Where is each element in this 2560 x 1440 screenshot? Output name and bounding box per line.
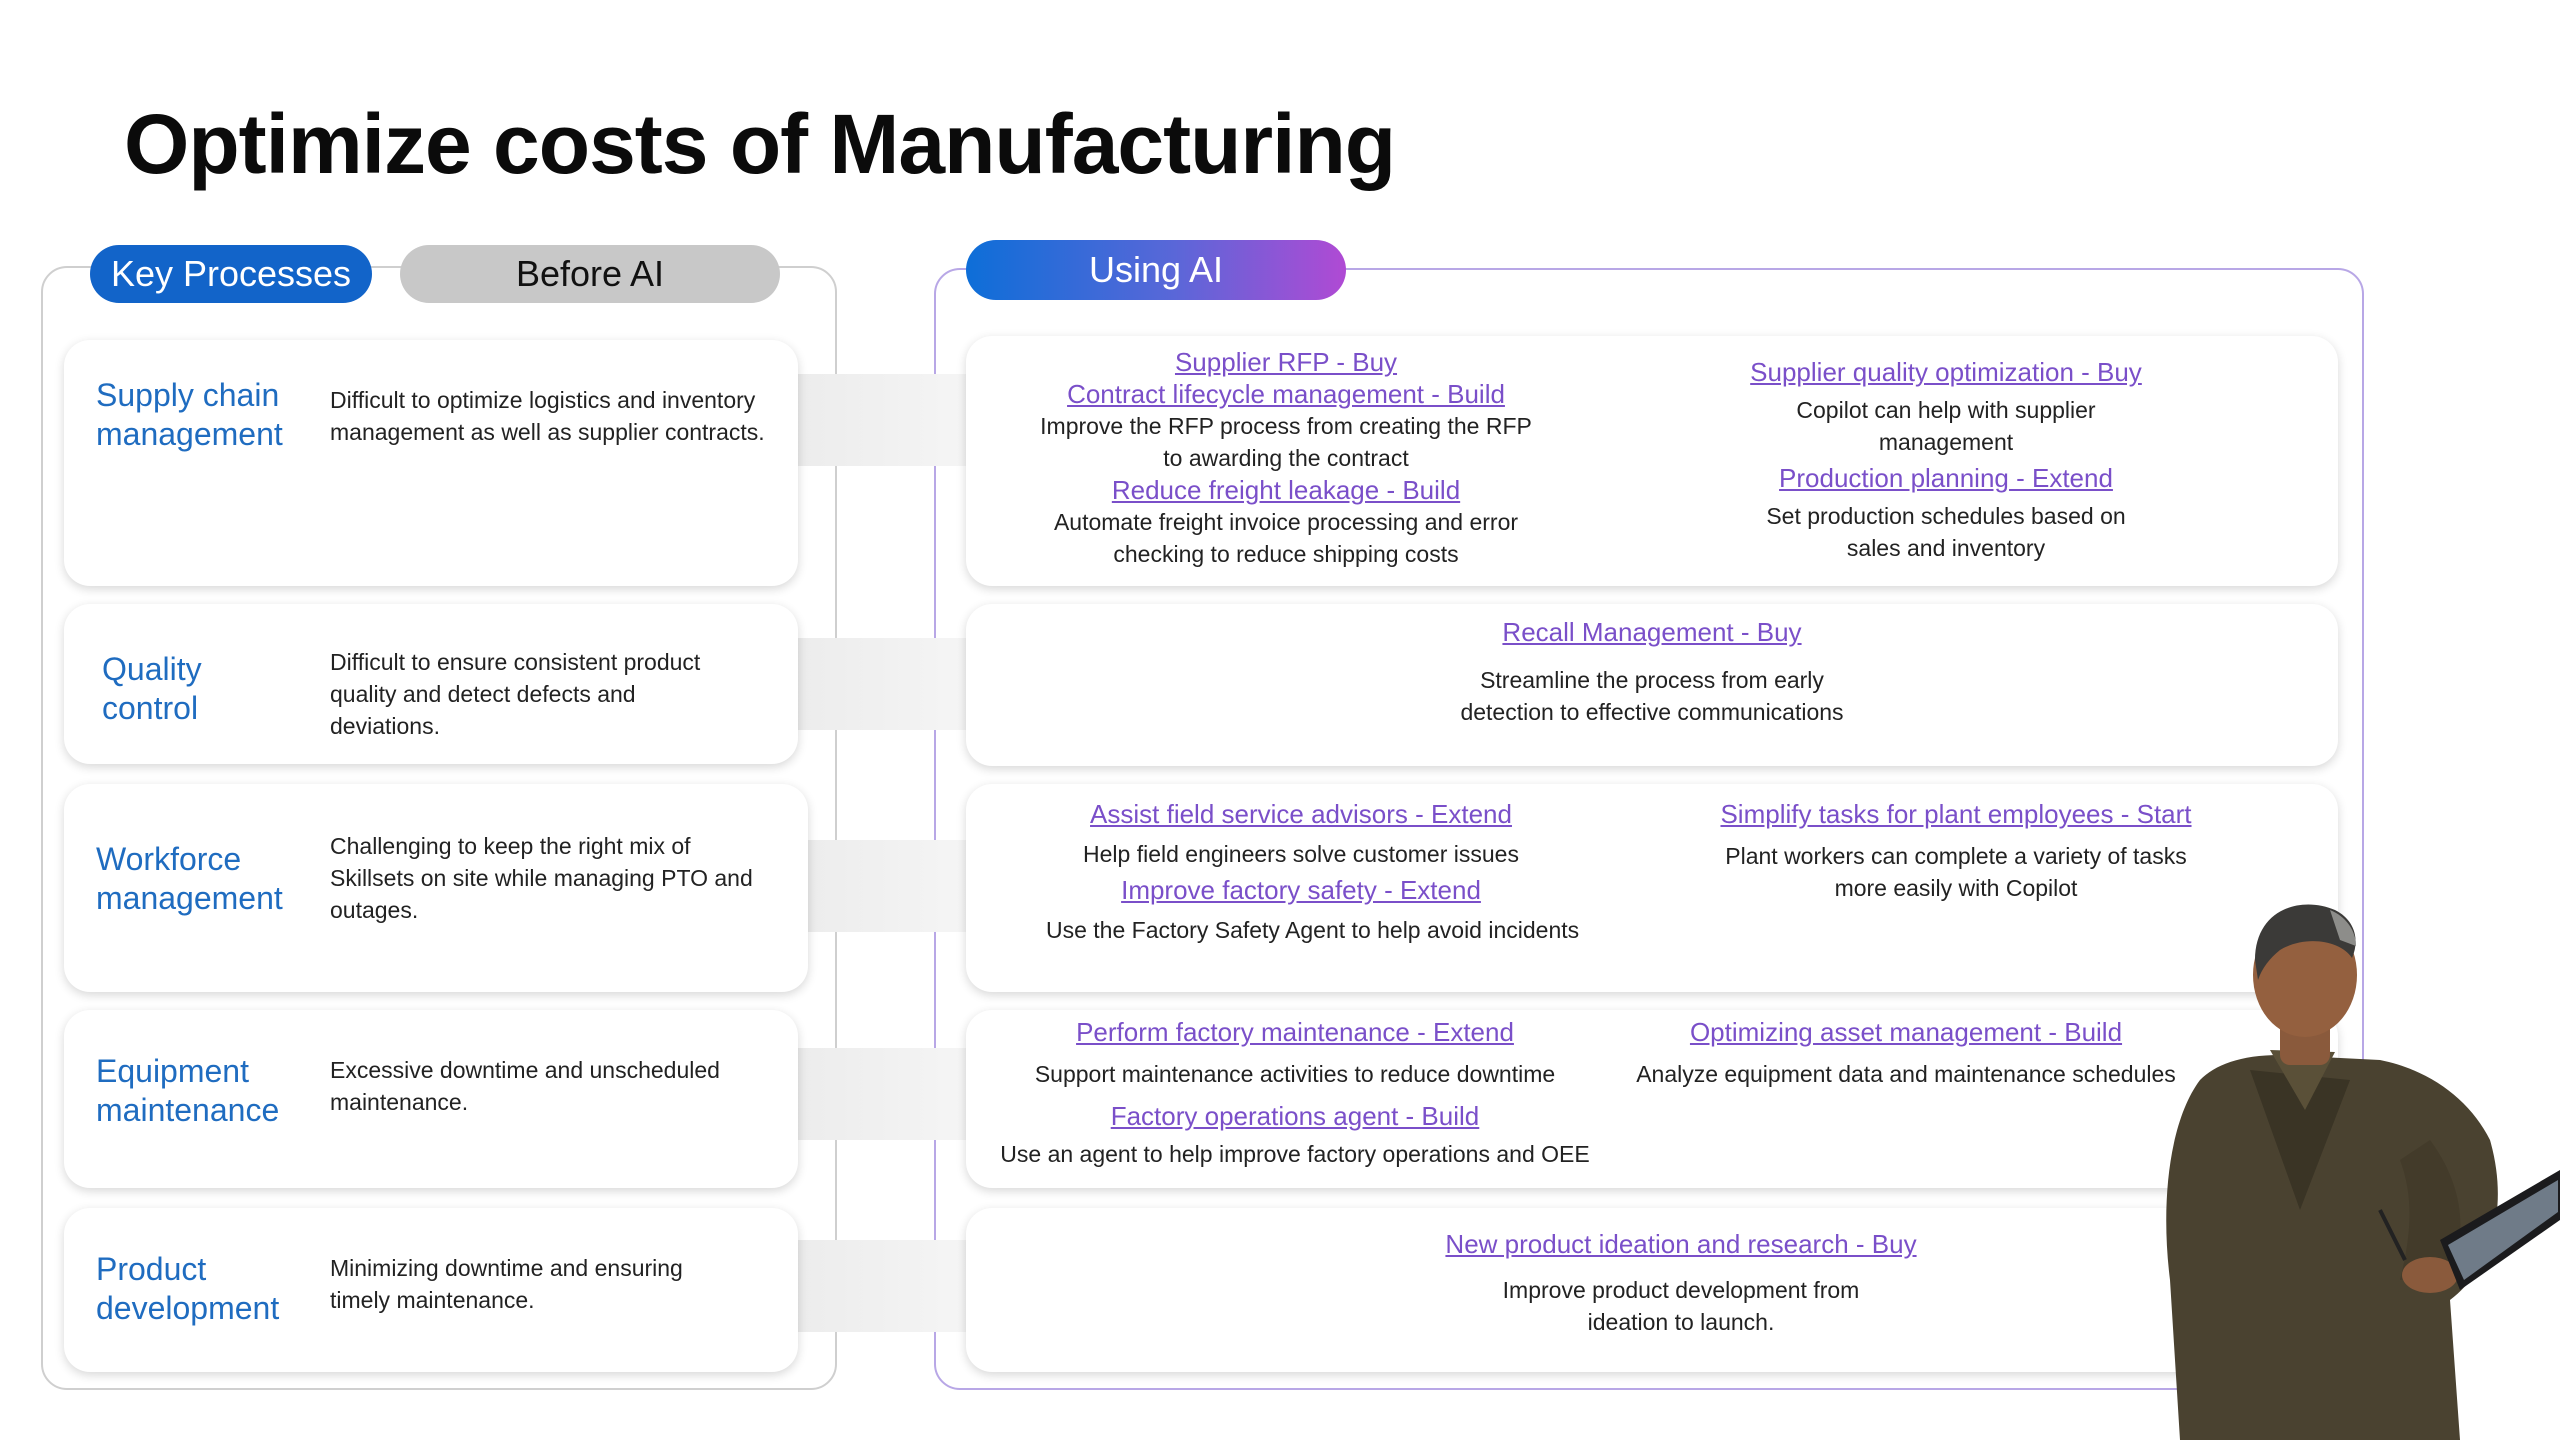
before-ai-header: Before AI xyxy=(400,245,780,303)
link-supplier-rfp[interactable]: Supplier RFP - Buy xyxy=(1174,347,1398,377)
ai-card-quality-control: Recall Management - Buy Streamline the p… xyxy=(966,604,2338,766)
ai-left-column: Assist field service advisors - Extend H… xyxy=(1046,799,1580,943)
ai-card-supply-chain: Supplier RFP - Buy Contract lifecycle ma… xyxy=(966,336,2338,586)
row-connector xyxy=(797,1048,967,1140)
process-card-workforce-management: Workforce management Challenging to keep… xyxy=(64,784,808,992)
link-reduce-freight-leakage[interactable]: Reduce freight leakage - Build xyxy=(1111,475,1461,505)
process-description: Difficult to ensure consistent product q… xyxy=(330,649,701,739)
ai-left-column: Perform factory maintenance - Extend Sup… xyxy=(990,1016,1600,1170)
worker-with-tablet-photo xyxy=(2166,904,2560,1440)
using-ai-header: Using AI xyxy=(966,240,1346,300)
key-processes-header: Key Processes xyxy=(90,245,372,303)
link-recall-management[interactable]: Recall Management - Buy xyxy=(1502,617,1802,647)
process-description: Challenging to keep the right mix of Ski… xyxy=(330,833,753,923)
process-name: Supply chain management xyxy=(96,377,283,452)
process-name: Quality control xyxy=(102,651,202,726)
process-name: Product development xyxy=(96,1251,280,1326)
process-card-supply-chain: Supply chain management Difficult to opt… xyxy=(64,340,798,586)
ai-center-column: Recall Management - Buy Streamline the p… xyxy=(966,616,2338,728)
row-connector xyxy=(797,638,967,730)
ai-left-column: Supplier RFP - Buy Contract lifecycle ma… xyxy=(1036,346,1536,570)
process-card-quality-control: Quality control Difficult to ensure cons… xyxy=(64,604,798,764)
row-connector xyxy=(797,1240,967,1332)
process-card-product-development: Product development Minimizing downtime … xyxy=(64,1208,798,1372)
link-factory-operations-agent[interactable]: Factory operations agent - Build xyxy=(1110,1101,1480,1131)
link-perform-factory-maintenance[interactable]: Perform factory maintenance - Extend xyxy=(1076,1017,1514,1047)
page-title: Optimize costs of Manufacturing xyxy=(124,97,1396,191)
row-connector xyxy=(797,840,967,932)
link-supplier-quality-optimization[interactable]: Supplier quality optimization - Buy xyxy=(1750,357,2142,387)
link-simplify-tasks[interactable]: Simplify tasks for plant employees - Sta… xyxy=(1720,799,2192,829)
process-description: Excessive downtime and unscheduled maint… xyxy=(330,1057,720,1115)
link-optimizing-asset-management[interactable]: Optimizing asset management - Build xyxy=(1689,1017,2123,1047)
ai-right-column: Supplier quality optimization - Buy Copi… xyxy=(1736,356,2156,564)
process-name: Workforce management xyxy=(96,841,283,916)
row-connector xyxy=(797,374,967,466)
link-new-product-ideation[interactable]: New product ideation and research - Buy xyxy=(1445,1229,1917,1259)
process-card-equipment-maintenance: Equipment maintenance Excessive downtime… xyxy=(64,1010,798,1188)
ai-card-equipment-maintenance: Perform factory maintenance - Extend Sup… xyxy=(966,1010,2338,1188)
ai-card-workforce-management: Assist field service advisors - Extend H… xyxy=(966,784,2338,992)
link-assist-field-service[interactable]: Assist field service advisors - Extend xyxy=(1090,799,1512,829)
link-improve-factory-safety[interactable]: Improve factory safety - Extend xyxy=(1121,875,1481,905)
ai-center-column: New product ideation and research - Buy … xyxy=(966,1228,2396,1338)
ai-right-column: Optimizing asset management - Build Anal… xyxy=(1616,1016,2196,1090)
using-ai-frame xyxy=(934,268,2364,1390)
link-production-planning[interactable]: Production planning - Extend xyxy=(1779,463,2113,493)
process-description: Difficult to optimize logistics and inve… xyxy=(330,387,765,445)
link-contract-lifecycle[interactable]: Contract lifecycle management - Build xyxy=(1067,379,1505,409)
process-name: Equipment maintenance xyxy=(96,1053,280,1128)
ai-card-product-development: New product ideation and research - Buy … xyxy=(966,1208,2338,1372)
ai-right-column: Simplify tasks for plant employees - Sta… xyxy=(1666,798,2246,904)
process-description: Minimizing downtime and ensuring timely … xyxy=(330,1255,683,1313)
